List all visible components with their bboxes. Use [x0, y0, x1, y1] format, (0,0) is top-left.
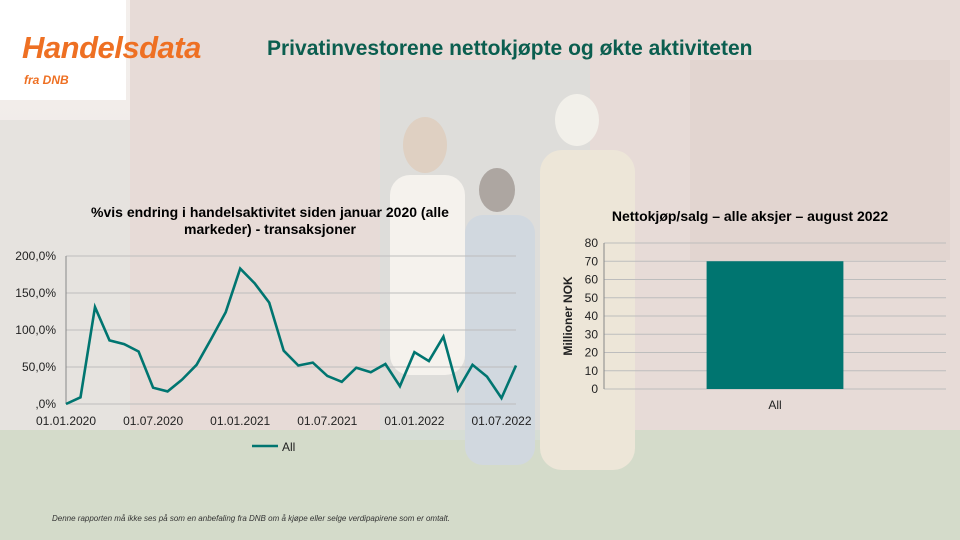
bar-y-tick-label: 80 — [585, 236, 599, 250]
bar-chart-title: Nettokjøp/salg – alle aksjer – august 20… — [611, 208, 889, 224]
line-x-tick-label: 01.01.2022 — [384, 414, 444, 428]
brand-subtitle: fra DNB — [24, 73, 69, 87]
bar-y-tick-label: 60 — [585, 273, 599, 287]
line-x-tick-label: 01.07.2020 — [123, 414, 183, 428]
line-y-tick-label: 50,0% — [22, 360, 56, 374]
line-y-tick-label: 150,0% — [15, 286, 56, 300]
brand-logo: Handelsdata — [22, 30, 201, 65]
bar-y-tick-label: 10 — [585, 364, 599, 378]
bar-y-tick-label: 20 — [585, 346, 599, 360]
bar-y-tick-label: 0 — [591, 382, 598, 396]
bar-category-label: All — [768, 398, 781, 412]
bar-y-axis-label: Millioner NOK — [561, 276, 575, 356]
disclaimer-footnote: Denne rapporten må ikke ses på som en an… — [52, 514, 450, 523]
bar-y-tick-label: 30 — [585, 327, 599, 341]
line-y-tick-label: 200,0% — [15, 249, 56, 263]
line-series-all — [65, 266, 518, 406]
line-chart-title: %vis endring i handelsaktivitet siden ja… — [91, 204, 449, 237]
line-x-tick-label: 01.07.2021 — [297, 414, 357, 428]
legend-label-all: All — [282, 440, 295, 454]
page-title: Privatinvestorene nettokjøpte og økte ak… — [267, 37, 753, 60]
bar-y-tick-label: 40 — [585, 309, 599, 323]
logo-box — [0, 0, 126, 100]
bar-y-tick-label: 50 — [585, 291, 599, 305]
bar-all — [706, 261, 844, 389]
line-y-tick-label: ,0% — [35, 397, 56, 411]
line-x-tick-label: 01.01.2020 — [36, 414, 96, 428]
line-x-tick-label: 01.01.2021 — [210, 414, 270, 428]
line-y-tick-label: 100,0% — [15, 323, 56, 337]
line-x-tick-label: 01.07.2022 — [471, 414, 531, 428]
bar-y-tick-label: 70 — [585, 254, 599, 268]
